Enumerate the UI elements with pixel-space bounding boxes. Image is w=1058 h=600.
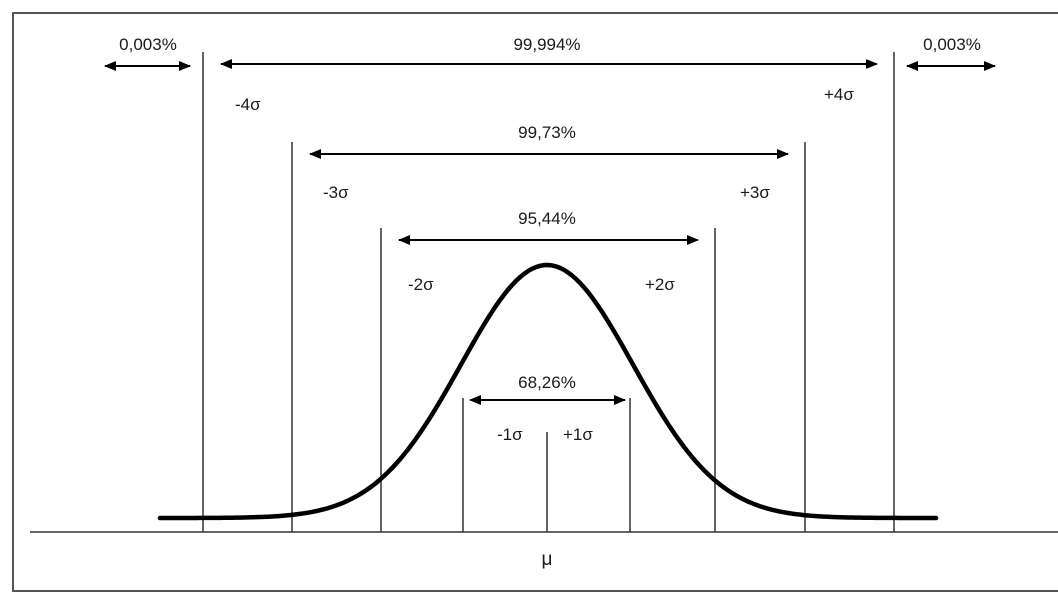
sigma-label-plus-4: +4σ xyxy=(824,85,854,104)
pct-label-2-sigma: 95,44% xyxy=(518,209,576,228)
right-tail-pct-label: 0,003% xyxy=(923,35,981,54)
sigma-label-plus-3: +3σ xyxy=(740,183,770,202)
sigma-label-plus-2: +2σ xyxy=(645,275,675,294)
sigma-label-plus-1: +1σ xyxy=(563,425,593,444)
mean-label: μ xyxy=(542,549,553,570)
sigma-label-minus-1: -1σ xyxy=(497,425,523,444)
pct-label-3-sigma: 99,73% xyxy=(518,123,576,142)
left-tail-pct-label: 0,003% xyxy=(119,35,177,54)
pct-label-4-sigma: 99,994% xyxy=(513,35,580,54)
sigma-label-minus-3: -3σ xyxy=(323,183,349,202)
bell-curve xyxy=(157,262,939,521)
pct-label-1-sigma: 68,26% xyxy=(518,373,576,392)
sigma-label-minus-4: -4σ xyxy=(235,95,261,114)
sigma-label-minus-2: -2σ xyxy=(408,275,434,294)
diagram-frame xyxy=(12,12,1058,592)
